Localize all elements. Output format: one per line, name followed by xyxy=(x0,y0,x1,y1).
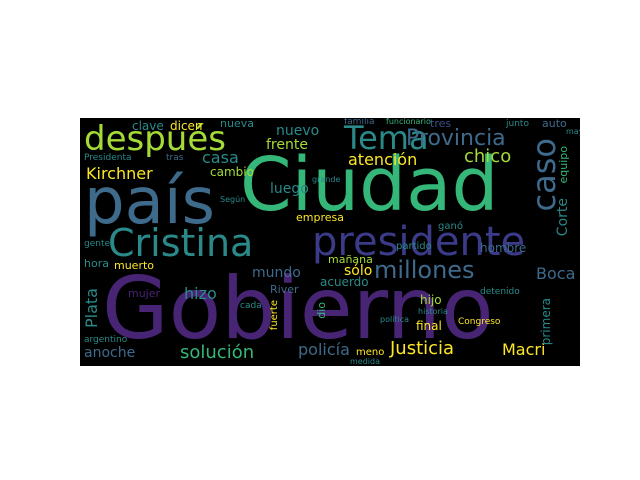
word-hora: hora xyxy=(84,257,109,270)
word-luego: luego xyxy=(270,181,309,197)
word-detenido: detenido xyxy=(480,287,520,297)
word-empresa: empresa xyxy=(296,211,344,224)
word-gobierno: Gobierno xyxy=(102,259,494,359)
word-tema: Tema xyxy=(344,119,429,157)
word-fuerte: fuerte xyxy=(269,300,280,331)
word-millones: millones xyxy=(374,256,475,284)
word-mujer: mujer xyxy=(128,287,161,300)
word-politica: política xyxy=(380,315,410,324)
word-clave: clave xyxy=(132,119,164,133)
word-manana: mañana xyxy=(328,253,373,266)
word-acuerdo: acuerdo xyxy=(320,275,369,289)
word-pais: país xyxy=(84,165,215,239)
word-mayor: mayor xyxy=(566,127,580,136)
word-chico: chico xyxy=(464,146,512,167)
word-dicen: dicen xyxy=(170,119,203,133)
word-muerto: muerto xyxy=(114,259,155,272)
word-historia: historia xyxy=(418,307,448,316)
word-presidente: presidente xyxy=(312,219,526,265)
word-despues: después xyxy=(84,119,226,159)
word-river: River xyxy=(270,283,299,296)
word-equipo: equipo xyxy=(557,146,570,184)
word-macri: Macri xyxy=(502,340,546,359)
word-segun: Según xyxy=(220,195,246,204)
word-congreso: Congreso xyxy=(458,317,501,327)
word-cada: cada xyxy=(240,301,262,311)
word-tras: tras xyxy=(166,153,184,163)
word-anoche: anoche xyxy=(84,345,136,361)
word-ciudad: Ciudad xyxy=(240,142,499,228)
word-cristina: Cristina xyxy=(108,221,254,265)
word-kirchner: Kirchner xyxy=(86,164,153,183)
word-solucion: solución xyxy=(180,342,255,363)
word-final: final xyxy=(416,319,442,333)
word-primera: primera xyxy=(539,298,553,346)
word-casa: casa xyxy=(202,148,239,167)
word-medida: medida xyxy=(350,357,380,366)
word-gano: ganó xyxy=(438,221,463,232)
word-justicia: Justicia xyxy=(390,338,455,359)
word-grande: grande xyxy=(312,175,341,184)
word-funcionario: funcionario xyxy=(386,118,431,126)
word-dio: dio xyxy=(315,302,328,319)
word-junto: junto xyxy=(506,119,529,129)
word-nueva: nueva xyxy=(220,118,254,130)
word-nuevo: nuevo xyxy=(276,123,320,139)
word-mundo: mundo xyxy=(252,265,301,281)
word-argentino: argentino xyxy=(84,335,128,345)
word-corte: Corte xyxy=(555,198,571,237)
word-familia: familia xyxy=(344,118,375,127)
word-hijo: hijo xyxy=(420,293,442,307)
word-hombre: hombre xyxy=(480,241,527,255)
word-boca: Boca xyxy=(536,264,576,283)
word-cambio: cambio xyxy=(210,165,254,179)
word-plata: Plata xyxy=(82,288,101,328)
word-partido: partido xyxy=(396,241,432,252)
word-atencion: atención xyxy=(348,150,418,169)
word-solo: sólo xyxy=(344,263,373,279)
word-auto: auto xyxy=(542,118,567,130)
word-tres: tres xyxy=(430,118,452,130)
word-gente: gente xyxy=(84,239,111,249)
word-cloud: Gobierno Ciudad país presidente Cristina… xyxy=(80,118,580,366)
word-frente: frente xyxy=(266,137,308,153)
word-hizo: hizo xyxy=(184,284,217,303)
word-policia: policía xyxy=(298,340,350,359)
word-meno: meno xyxy=(356,347,385,358)
word-provincia: Provincia xyxy=(406,126,506,151)
word-presidenta: Presidenta xyxy=(84,153,132,163)
